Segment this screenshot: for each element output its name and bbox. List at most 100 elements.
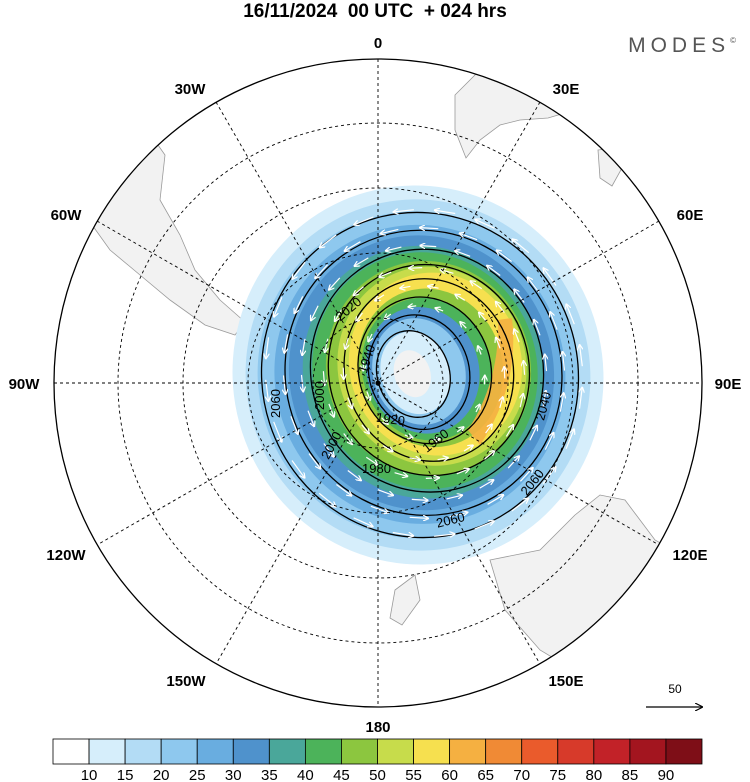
contour-1960 [357,296,493,445]
wind-arrow [409,458,420,460]
colorbar-tick-label: 70 [513,767,530,782]
wind-arrow [361,424,369,434]
wind-arrow [355,257,369,266]
wind-arrow [273,421,282,442]
contour-2040 [284,229,563,516]
colorbar-tick-label: 85 [622,767,639,782]
contour-label: 2060 [268,389,283,418]
wind-arrow [345,337,348,349]
wind-arrow [266,337,269,358]
brand-copyright: © [730,36,736,45]
brand-name: MODES [628,34,731,57]
jet-max-patch [468,318,514,445]
wind-arrow [543,391,546,408]
colorbar-swatch [268,738,306,765]
wind-arrow [347,397,352,409]
wind-arrow [456,469,469,475]
wind-arrow [365,456,377,465]
colorbar-swatch [160,738,198,765]
colorbar-tick-label: 80 [585,767,602,782]
wind-arrow [563,352,565,371]
wind-arrow [354,286,364,296]
wind-arrow [379,271,392,277]
wind-arrow [274,296,283,316]
wind-arrow [487,495,504,505]
wind-arrow [323,443,334,457]
colorbar-swatch [665,738,703,765]
wind-arrow [500,397,503,409]
colorbar-tick-label: 55 [405,767,422,782]
colorbar-tick-label: 90 [658,767,675,782]
colorbar-swatch [304,738,342,765]
wind-arrow [478,346,481,355]
wind-arrow [434,534,454,536]
modes-logo: MODES© [628,34,736,58]
wind-arrow [475,220,495,229]
wind-arrow [409,268,423,269]
contour-2020 [309,248,545,493]
wind-arrow [386,246,402,251]
colorbar-tick-label: 15 [117,767,134,782]
wind-arrow [353,517,373,527]
lon-label-120e: 120E [672,547,707,564]
colorbar-tick-label: 75 [549,767,566,782]
wind-arrow [504,367,505,379]
colorbar-tick-label: 45 [333,767,350,782]
wind-arrow [307,410,314,427]
lon-label-150w: 150W [166,673,206,690]
lon-label-30w: 30W [175,81,207,98]
colorbar-swatch [196,738,234,765]
lon-label-180: 180 [365,719,390,736]
wind-arrow [455,295,466,301]
wind-arrow [318,492,335,506]
colorbar-swatch [521,738,559,765]
wind-arrow [479,313,487,322]
lon-label-90e: 90E [715,376,742,393]
colorbar-swatch [124,738,162,765]
lon-label-0: 0 [374,35,382,52]
wind-arrow [392,531,413,536]
wind-arrow [437,458,448,460]
wind-arrow [400,286,411,288]
pole-marker [375,380,381,386]
wind-arrow [514,289,525,303]
wind-arrow [544,433,553,450]
wind-arrow [534,320,541,336]
contour-1940 [367,314,471,431]
colorbar-swatch [557,738,595,765]
wind-arrow [315,264,329,279]
wind-arrow [436,308,444,311]
wind-arrow [550,312,558,330]
wind-arrow [409,306,417,307]
wind-arrow [544,268,557,286]
wind-arrow [545,355,547,372]
contour-1980 [343,278,515,462]
latitude-circle [312,317,444,449]
wind-arrow [284,334,289,353]
madagascar-land [597,147,623,187]
wind-arrow [356,312,363,322]
wind-arrow [479,480,494,489]
colorbar-swatch [413,738,451,765]
wind-arrow [354,216,374,225]
wind-arrow [455,251,471,257]
contour-2000 [327,263,531,477]
wind-arrow [496,338,501,349]
colorbar-tick-label: 60 [441,767,458,782]
lon-label-60w: 60W [51,207,83,224]
wind-arrow [292,261,306,279]
map-title: 16/11/2024 00 UTC + 024 hrs [243,1,507,22]
colorbar-swatch [449,738,487,765]
wind-arrow [394,210,414,212]
wind-arrow [290,416,298,434]
wind-arrow [420,246,437,247]
colorbar-tick-label: 20 [153,767,170,782]
wind-arrow [474,521,494,530]
height-contours [260,211,580,539]
wind-arrow [295,296,304,313]
wind-arrow [511,499,528,512]
wind-arrow [311,305,319,321]
wind-arrow [345,241,361,251]
lon-label-150e: 150E [548,673,583,690]
wind-arrow [565,429,574,450]
